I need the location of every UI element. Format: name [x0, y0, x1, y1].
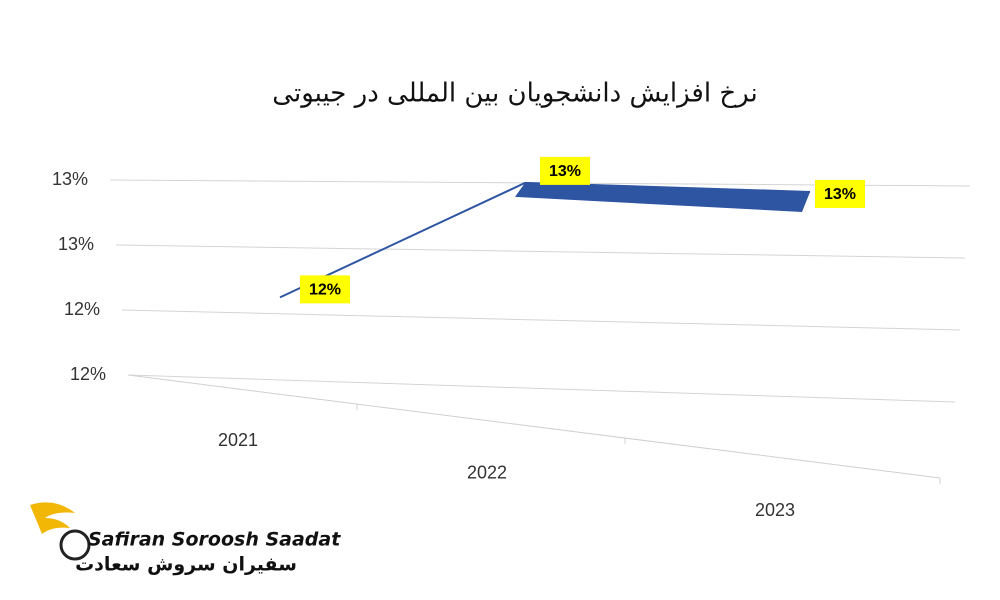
line [279, 181, 811, 299]
logo-mark [59, 529, 91, 561]
data-label-text: 12% [309, 282, 341, 299]
data-label: 13% [540, 156, 590, 185]
data-label-text: 13% [824, 186, 856, 203]
data-label-box [540, 156, 590, 185]
y-tick-label: 13% [58, 234, 94, 254]
x-tick-label: 2022 [467, 462, 507, 482]
ribbon [515, 182, 810, 212]
data-label: 13% [815, 179, 865, 208]
logo-persian: سفیران سروش سعادت [75, 554, 297, 576]
y-tick-label: 13% [52, 169, 88, 189]
logo-wing [30, 502, 75, 534]
data-label-box [815, 179, 865, 208]
floor-edge [127, 374, 941, 479]
logo-latin: Safiran Soroosh Saadat [88, 529, 341, 551]
data-label-box [300, 275, 350, 304]
grid-line [121, 309, 961, 331]
data-label-text: 13% [549, 163, 581, 180]
data-label: 12% [300, 275, 350, 304]
grid-line [115, 244, 966, 259]
y-tick-label: 12% [70, 364, 106, 384]
x-tick-label: 2023 [755, 500, 795, 520]
grid-line [127, 374, 956, 403]
logo: Safiran Soroosh Saadat سفیران سروش سعادت [30, 502, 341, 576]
x-tick-label: 2021 [218, 430, 258, 450]
chart-title: نرخ افزایش دانشجویان بین المللی در جیبوت… [272, 79, 757, 109]
y-tick-label: 12% [64, 299, 100, 319]
